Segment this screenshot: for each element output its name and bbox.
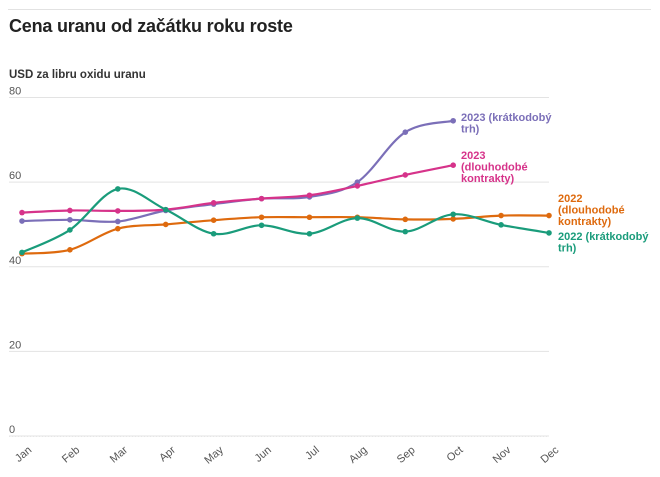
data-point: [19, 209, 25, 216]
data-point: [115, 218, 121, 225]
series-line-2023-dlouhodob-kontrakty: [20, 164, 455, 214]
data-point: [19, 249, 25, 256]
x-tick-label: Mar: [108, 444, 130, 466]
x-tick-label: Oct: [445, 444, 466, 464]
data-point: [402, 228, 409, 235]
series-label: (dlouhodobé: [558, 205, 625, 217]
x-tick-label: Jul: [303, 444, 321, 462]
y-tick-label: 20: [9, 339, 21, 351]
series-line-2022-kr-tkodob-trh: [20, 187, 551, 254]
data-point: [210, 217, 217, 224]
x-tick-label: Nov: [491, 444, 514, 466]
series-label: 2023 (krátkodobý: [461, 112, 552, 124]
data-point: [498, 222, 504, 228]
data-point: [258, 195, 265, 202]
series-label: trh): [461, 124, 480, 136]
y-axis-label: USD za libru oxidu uranu: [9, 69, 146, 81]
x-tick-label: May: [202, 444, 226, 467]
data-point: [450, 211, 456, 218]
data-point: [67, 227, 73, 233]
data-point: [498, 212, 504, 219]
data-point: [67, 216, 73, 223]
data-point: [210, 200, 217, 206]
data-point: [306, 192, 313, 199]
y-tick-label: 0: [9, 424, 15, 436]
series-label: kontrakty): [461, 173, 515, 185]
data-point: [19, 218, 25, 224]
data-point: [546, 230, 552, 236]
data-point: [402, 129, 409, 135]
x-tick-label: Feb: [60, 444, 82, 465]
data-point: [162, 206, 169, 213]
data-point: [354, 215, 361, 221]
chart-title: Cena uranu od začátku roku roste: [9, 16, 293, 36]
x-tick-label: Aug: [347, 444, 370, 466]
series-label: (dlouhodobé: [461, 162, 528, 174]
data-point: [306, 230, 313, 237]
series-label: trh): [558, 243, 577, 255]
data-point: [115, 225, 121, 232]
data-point: [306, 214, 313, 221]
x-tick-label: Sep: [395, 444, 418, 466]
x-tick-label: Apr: [157, 444, 178, 464]
series-label: 2023: [461, 150, 485, 162]
data-point: [162, 221, 169, 228]
data-point: [402, 172, 409, 178]
data-point: [450, 216, 456, 222]
x-tick-label: Dec: [539, 444, 562, 466]
y-tick-label: 40: [9, 255, 21, 267]
y-tick-label: 80: [9, 86, 21, 98]
data-point: [354, 183, 361, 189]
series-label: kontrakty): [558, 216, 612, 228]
data-point: [115, 186, 121, 192]
data-point: [402, 216, 409, 223]
series-line-2022-dlouhodob-kontrakty: [20, 214, 551, 255]
data-point: [450, 162, 456, 168]
data-point: [258, 222, 265, 229]
data-point: [67, 247, 73, 253]
top-divider: [8, 9, 651, 10]
x-tick-label: Jun: [253, 444, 274, 465]
data-point: [258, 214, 265, 221]
data-point: [210, 230, 217, 237]
data-point: [115, 208, 121, 214]
series-label: 2022 (krátkodobý: [558, 231, 649, 243]
series-label: 2022: [558, 193, 582, 205]
x-tick-label: Jan: [13, 444, 34, 465]
series-line-2023-kr-tkodob-trh: [20, 119, 455, 223]
data-point: [450, 117, 456, 124]
data-point: [546, 212, 552, 219]
y-tick-label: 60: [9, 170, 21, 182]
data-point: [67, 207, 73, 214]
